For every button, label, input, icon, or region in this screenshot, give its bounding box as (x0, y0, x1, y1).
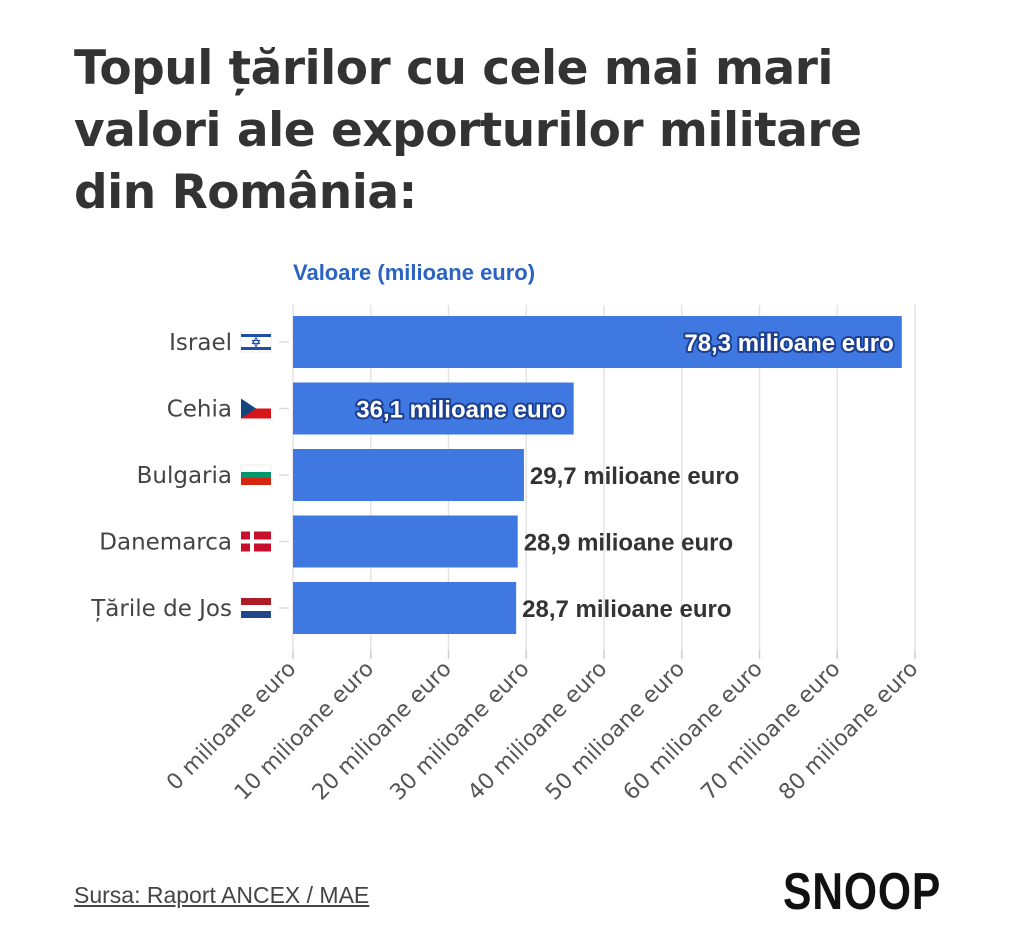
x-tick-label: 10 milioane euro (230, 657, 379, 806)
flag-triangle (241, 398, 256, 419)
x-tick-label: 50 milioane euro (541, 657, 690, 806)
flag-red (241, 598, 271, 605)
flag-icon-nl (241, 598, 271, 618)
category-label: Israel (169, 330, 232, 356)
chart-title: Topul țărilor cu cele mai mari valori al… (74, 41, 862, 220)
flag-red (241, 478, 271, 485)
flag-icon-il (240, 331, 272, 353)
x-tick-label: 0 milioane euro (162, 657, 301, 796)
data-label: 28,9 milioane euro (524, 530, 733, 557)
flag-stripe (241, 347, 271, 350)
source-link[interactable]: Sursa: Raport ANCEX / MAE (74, 882, 370, 908)
flag-stripe (241, 334, 271, 337)
flag-white (240, 464, 272, 473)
x-tick-label: 30 milioane euro (386, 657, 535, 806)
flag-icon-dk (241, 531, 271, 552)
x-tick-label: 20 milioane euro (308, 657, 457, 806)
flag-white (241, 605, 271, 611)
bar (293, 449, 524, 501)
category-label: Danemarca (99, 530, 232, 556)
data-label: 28,7 milioane euro (522, 596, 731, 623)
x-tick-label: 80 milioane euro (774, 657, 923, 806)
bar (293, 316, 902, 368)
flag-green (241, 472, 271, 478)
data-label: 78,3 milioane euro (684, 330, 893, 357)
flag-blue (241, 611, 271, 618)
category-label: Cehia (167, 397, 232, 423)
flag-white (241, 398, 271, 409)
x-tick-label: 60 milioane euro (619, 657, 768, 806)
category-label: Bulgaria (137, 463, 232, 489)
x-tick-label: 70 milioane euro (697, 657, 846, 806)
data-label: 29,7 milioane euro (530, 463, 739, 490)
x-tick-label: 40 milioane euro (463, 657, 612, 806)
flag-cross (241, 539, 271, 544)
y-axis-title: Valoare (milioane euro) (293, 260, 535, 285)
bar (293, 382, 574, 435)
bar (293, 582, 517, 634)
star-of-david (251, 336, 261, 348)
flag-icon-cz (241, 398, 271, 419)
data-label: 36,1 milioane euro (356, 397, 565, 424)
flag-red (241, 408, 271, 419)
category-label: Țările de Jos (90, 596, 232, 622)
bar (293, 515, 518, 568)
flag-icon-bg (240, 464, 272, 485)
snoop-logo: SNOOP (783, 863, 942, 921)
